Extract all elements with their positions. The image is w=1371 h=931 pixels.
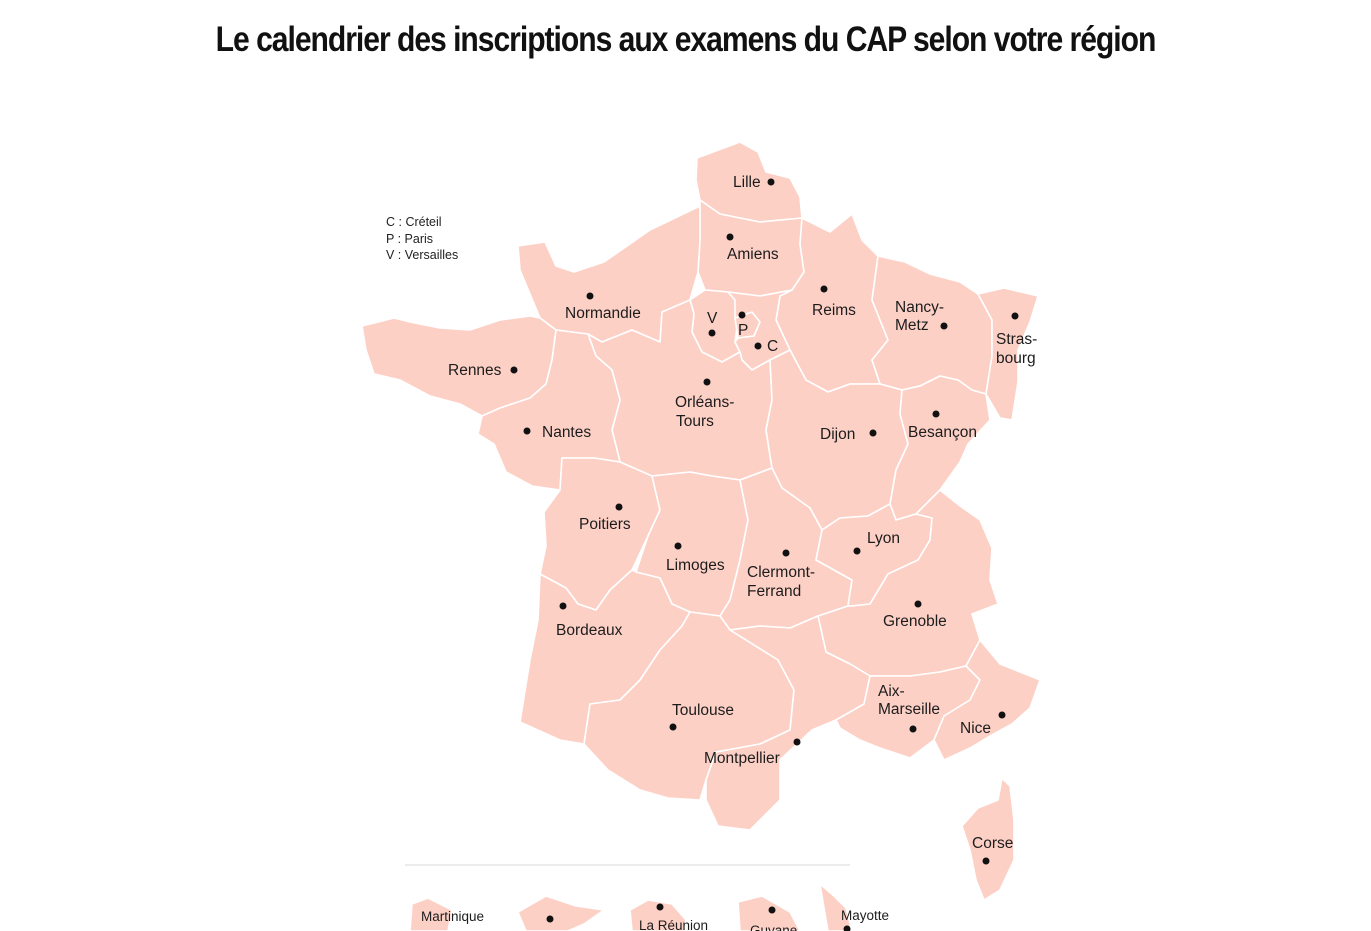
region-nantes[interactable] <box>477 329 621 491</box>
region-guyane[interactable] <box>737 895 801 931</box>
label-nantes: Nantes <box>542 424 591 441</box>
label-normandie: Normandie <box>565 305 641 322</box>
label-reims: Reims <box>812 302 856 319</box>
dot-reims <box>820 285 828 293</box>
label-mayotte: Mayotte <box>841 908 889 923</box>
label-nancy-metz-1: Nancy- <box>895 299 944 316</box>
dot-clermont-ferrand <box>782 549 790 557</box>
label-rennes: Rennes <box>448 362 502 379</box>
dot-aix-marseille <box>909 725 917 733</box>
dot-nancy-metz <box>940 322 948 330</box>
label-aix-marseille-2: Marseille <box>878 701 940 718</box>
dot-orleans-tours <box>703 378 711 386</box>
label-lille: Lille <box>733 174 761 191</box>
region-nice[interactable] <box>933 639 1041 761</box>
dot-creteil <box>754 342 762 350</box>
dot-mayotte <box>843 925 851 931</box>
region-reunion[interactable] <box>629 899 687 931</box>
label-grenoble: Grenoble <box>883 613 947 630</box>
dot-reunion <box>656 903 664 911</box>
dot-nantes <box>523 427 531 435</box>
dot-versailles <box>708 329 716 337</box>
region-nancy-metz[interactable] <box>871 255 993 395</box>
dot-corse <box>982 857 990 865</box>
dot-grenoble <box>914 600 922 608</box>
dot-amiens <box>726 233 734 241</box>
label-strasbourg-2: bourg <box>996 350 1036 367</box>
dot-rennes <box>510 366 518 374</box>
label-nancy-metz-2: Metz <box>895 317 929 334</box>
label-corse: Corse <box>972 835 1013 852</box>
dot-toulouse <box>669 723 677 731</box>
dot-guyane <box>768 906 776 914</box>
dot-bordeaux <box>559 602 567 610</box>
label-martinique: Martinique <box>421 909 484 924</box>
label-versailles: V <box>707 310 718 327</box>
dot-strasbourg <box>1011 312 1019 320</box>
label-clermont-ferrand-1: Clermont- <box>747 564 815 581</box>
legend-item-creteil: C : Créteil <box>386 215 442 229</box>
region-besancon[interactable] <box>889 375 991 521</box>
region-montpellier[interactable] <box>705 615 871 831</box>
label-besancon: Besançon <box>908 424 977 441</box>
region-martinique[interactable] <box>409 897 453 931</box>
dot-guadeloupe <box>546 915 554 923</box>
label-orleans-tours-2: Tours <box>676 413 714 430</box>
dot-lyon <box>853 547 861 555</box>
label-orleans-tours-1: Orléans- <box>675 394 734 411</box>
dot-poitiers <box>615 503 623 511</box>
map-title: Le calendrier des inscriptions aux exame… <box>215 20 1157 59</box>
dot-besancon <box>932 410 940 418</box>
map-legend: C : Créteil P : Paris V : Versailles <box>386 214 458 264</box>
label-amiens: Amiens <box>727 246 779 263</box>
legend-item-versailles: V : Versailles <box>386 248 459 262</box>
dot-paris <box>738 311 746 319</box>
label-aix-marseille-1: Aix- <box>878 683 905 700</box>
label-strasbourg-1: Stras- <box>996 331 1037 348</box>
label-montpellier: Montpellier <box>704 750 780 767</box>
legend-item-paris: P : Paris <box>386 231 434 246</box>
label-nice: Nice <box>960 720 991 737</box>
label-dijon: Dijon <box>820 426 855 443</box>
label-clermont-ferrand-2: Ferrand <box>747 583 801 600</box>
region-mayotte[interactable] <box>819 883 853 931</box>
region-lille[interactable] <box>695 141 803 223</box>
label-guyane: Guyane <box>750 923 797 931</box>
label-creteil: C <box>767 338 778 355</box>
dot-normandie <box>586 292 594 300</box>
label-paris: P <box>738 322 748 339</box>
label-poitiers: Poitiers <box>579 516 631 533</box>
region-corse[interactable] <box>961 777 1015 901</box>
dot-montpellier <box>793 738 801 746</box>
dot-limoges <box>674 542 682 550</box>
dot-nice <box>998 711 1006 719</box>
dot-dijon <box>869 429 877 437</box>
region-strasbourg[interactable] <box>977 287 1039 421</box>
label-reunion: La Réunion <box>639 918 708 931</box>
region-guadeloupe[interactable] <box>517 895 605 931</box>
label-toulouse: Toulouse <box>672 702 734 719</box>
label-bordeaux: Bordeaux <box>556 622 623 639</box>
city-dots <box>510 178 1019 931</box>
dot-lille <box>767 178 775 186</box>
label-limoges: Limoges <box>666 557 725 574</box>
label-lyon: Lyon <box>867 530 900 547</box>
